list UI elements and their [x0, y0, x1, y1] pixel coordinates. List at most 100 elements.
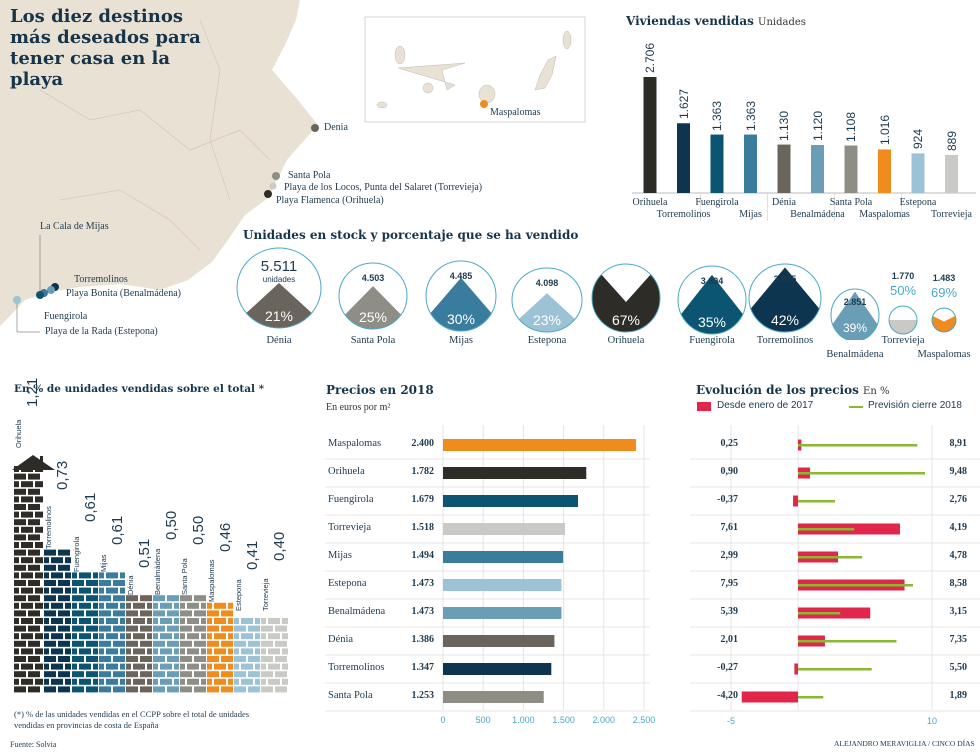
brick-estepona: [234, 686, 246, 693]
brick-orihuela: [28, 671, 40, 678]
brick-orihuela: [14, 534, 26, 541]
stock-circle-santa-pola: [338, 262, 408, 330]
brick-denia: [126, 640, 138, 647]
brick-maspalomas: [207, 686, 219, 693]
brick-estepona: [255, 618, 260, 624]
brick-orihuela: [21, 557, 33, 564]
value-label: 1.363: [743, 100, 758, 131]
stock-value: 3.894: [700, 276, 724, 286]
brick-maspalomas: [207, 663, 212, 670]
city-label: Benalmádena: [826, 349, 884, 360]
brick-santa-pola: [180, 678, 185, 685]
brick-orihuela: [21, 496, 33, 503]
brick-fuengirola: [93, 618, 98, 624]
brick-value-label: 0,41: [244, 540, 261, 571]
brick-torrevieja: [261, 678, 266, 685]
brick-benalmadena: [153, 633, 158, 640]
brick-benalmadena: [174, 648, 179, 655]
brick-orihuela: [35, 663, 43, 670]
sold-chart-title: Viviendas vendidas Unidades: [626, 14, 806, 28]
brick-value-label: 1,21: [24, 377, 41, 408]
brick-estepona: [234, 640, 246, 647]
price-city-label: Fuengirola: [328, 494, 374, 505]
brick-orihuela: [14, 602, 19, 609]
brick-torrevieja: [268, 648, 280, 655]
brick-torremolinos: [44, 671, 56, 678]
brick-torremolinos: [44, 618, 49, 624]
brick-maspalomas: [207, 602, 212, 609]
brick-maspalomas: [207, 625, 219, 632]
brick-santa-pola: [180, 625, 192, 632]
brick-maspalomas: [214, 648, 226, 655]
brick-benalmadena: [153, 648, 158, 655]
brick-orihuela: [14, 663, 19, 670]
brick-denia: [126, 656, 138, 662]
brick-orihuela: [14, 671, 26, 678]
price-value-label: 1.518: [411, 522, 435, 533]
price-bar-mijas: [443, 551, 564, 563]
brick-fuengirola: [93, 678, 98, 685]
percent-label: 69%: [930, 285, 958, 300]
brick-mijas: [106, 678, 118, 685]
brick-fuengirola: [79, 587, 91, 594]
brick-mijas: [113, 656, 125, 662]
brick-torremolinos: [58, 564, 70, 571]
island: [394, 45, 406, 65]
brick-value-label: 0,51: [136, 538, 153, 568]
price-value-label: 1.473: [411, 606, 435, 617]
brick-city-label: Maspalomas: [207, 559, 216, 602]
percent-label: 30%: [446, 311, 476, 327]
brick-maspalomas: [221, 686, 233, 693]
house-roof: [12, 455, 55, 470]
brick-value-label: 0,61: [82, 492, 99, 522]
brick-orihuela: [14, 549, 26, 556]
brick-torremolinos: [65, 602, 71, 609]
price-bar-estepona: [443, 579, 562, 591]
brick-fuengirola: [79, 572, 91, 579]
brick-fuengirola: [72, 625, 84, 632]
brick-torremolinos: [58, 580, 70, 586]
brick-santa-pola: [187, 663, 199, 670]
brick-orihuela: [28, 519, 40, 526]
line-forecast-2018: [798, 556, 863, 559]
brick-torremolinos: [44, 580, 56, 586]
bar-estepona: [911, 153, 925, 193]
bar-mijas: [744, 134, 757, 193]
x-tick-label: 1.000: [512, 715, 535, 725]
brick-denia: [140, 595, 152, 602]
brick-benalmadena: [153, 686, 165, 693]
brick-orihuela: [14, 656, 26, 662]
brick-orihuela: [14, 595, 26, 602]
stock-value: 1.770: [891, 271, 915, 281]
price-value-label: 1.347: [411, 662, 435, 673]
brick-denia: [126, 633, 131, 640]
brick-maspalomas: [207, 671, 219, 678]
value-since-2017: 0,90: [720, 466, 739, 477]
price-city-label: Benalmádena: [328, 606, 386, 617]
brick-torremolinos: [44, 625, 56, 632]
price-value-label: 1.253: [411, 690, 435, 701]
x-tick-label: 10: [926, 716, 938, 726]
brick-torrevieja: [261, 640, 273, 647]
brick-denia: [147, 648, 152, 655]
price-bar-benalmadena: [443, 607, 562, 619]
brick-maspalomas: [207, 648, 212, 655]
footnote: (*) % de las unidades vendidas en el CCP…: [14, 709, 250, 730]
brick-benalmadena: [167, 671, 179, 678]
brick-city-label: Dénia: [126, 575, 135, 595]
brick-orihuela: [14, 678, 19, 685]
brick-torremolinos: [51, 587, 63, 594]
brick-orihuela: [21, 526, 33, 533]
brick-orihuela: [28, 504, 40, 510]
stock-value: 4.098: [535, 278, 559, 288]
value-forecast-2018: 8,91: [949, 438, 968, 449]
bar-santa-pola: [844, 145, 858, 193]
sold-fill-torrevieja: [889, 320, 917, 334]
share-chart-title: En % de unidades vendidas sobre el total…: [14, 383, 265, 395]
line-forecast-2018: [798, 696, 824, 699]
price-city-label: Torrevieja: [328, 522, 371, 533]
stock-value: 1.483: [932, 273, 956, 283]
brick-fuengirola: [86, 625, 98, 632]
brick-benalmadena: [153, 678, 158, 685]
brick-city-label: Torremolinos: [44, 506, 53, 549]
